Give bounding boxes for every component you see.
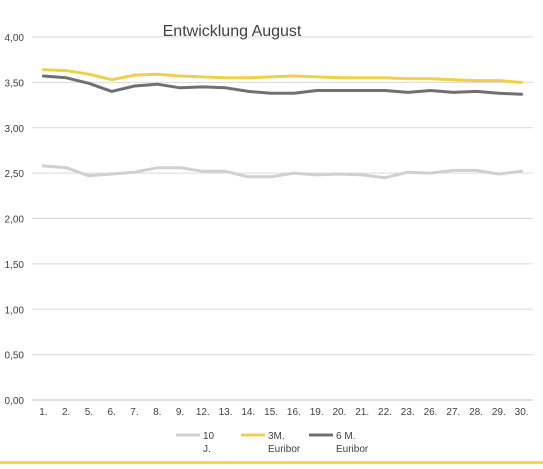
- series-line-6-m-euribor: [41, 74, 524, 96]
- y-tick-label: 3,50: [5, 78, 25, 89]
- y-axis-tick-labels: 0,00 0,50 1,00 1,50 2,00 2,50 3,00 3,50 4,00: [5, 33, 25, 407]
- x-tick-label: 5.: [85, 407, 93, 418]
- y-tick-label: 0,50: [5, 351, 25, 362]
- series-line-3m-euribor: [41, 68, 524, 84]
- x-tick-label: 12.: [196, 407, 210, 418]
- x-tick-label: 6.: [108, 407, 116, 418]
- x-tick-label: 14.: [241, 407, 255, 418]
- y-tick-label: 1,50: [5, 260, 25, 271]
- legend-label: 3M. Euribor: [268, 431, 301, 455]
- x-tick-label: 8.: [153, 407, 161, 418]
- legend: 10 J. 3M. Euribor 6 M. Euribor: [176, 431, 369, 455]
- y-tick-label: 2,50: [5, 169, 25, 180]
- y-tick-label: 4,00: [5, 33, 25, 44]
- x-tick-label: 28.: [469, 407, 483, 418]
- x-tick-label: 23.: [401, 407, 415, 418]
- x-tick-label: 1.: [39, 407, 47, 418]
- x-tick-label: 7.: [130, 407, 138, 418]
- x-tick-label: 30.: [515, 407, 529, 418]
- bottom-accent-rule: [0, 461, 543, 464]
- x-tick-label: 2.: [62, 407, 70, 418]
- y-tick-label: 2,00: [5, 215, 25, 226]
- y-tick-label: 3,00: [5, 124, 25, 135]
- chart-title: Entwicklung August: [163, 23, 302, 40]
- x-tick-label: 29.: [492, 407, 506, 418]
- series-line-10-j: [41, 164, 524, 180]
- series-lines: [41, 68, 524, 180]
- y-tick-label: 0,00: [5, 396, 25, 407]
- legend-label: 10 J.: [203, 431, 215, 455]
- x-axis-tick-labels: 1. 2. 5. 6. 7. 8. 9. 12. 13. 14. 15. 16. 19. 20. 21. 22…: [39, 407, 528, 418]
- x-tick-label: 26.: [424, 407, 438, 418]
- legend-label: 6 M. Euribor: [336, 431, 369, 455]
- x-tick-label: 15.: [264, 407, 278, 418]
- x-tick-label: 27.: [446, 407, 460, 418]
- y-tick-label: 1,00: [5, 305, 25, 316]
- x-tick-label: 21.: [355, 407, 369, 418]
- x-tick-label: 19.: [310, 407, 324, 418]
- x-tick-label: 16.: [287, 407, 301, 418]
- x-tick-label: 22.: [378, 407, 392, 418]
- x-tick-label: 20.: [332, 407, 346, 418]
- x-tick-label: 9.: [176, 407, 184, 418]
- x-tick-label: 13.: [219, 407, 233, 418]
